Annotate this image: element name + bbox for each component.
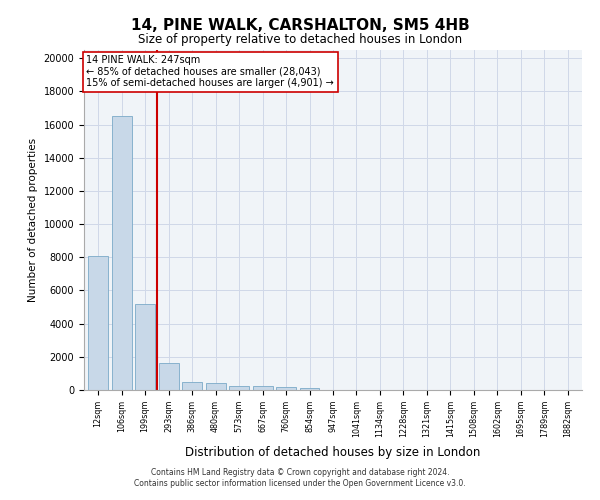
Bar	[112, 116, 131, 390]
Bar	[206, 383, 226, 390]
Y-axis label: Number of detached properties: Number of detached properties	[28, 138, 38, 302]
Bar	[182, 382, 202, 390]
Text: 14, PINE WALK, CARSHALTON, SM5 4HB: 14, PINE WALK, CARSHALTON, SM5 4HB	[131, 18, 469, 32]
Bar	[135, 304, 155, 390]
Bar	[299, 388, 319, 390]
Text: Size of property relative to detached houses in London: Size of property relative to detached ho…	[138, 32, 462, 46]
Bar	[158, 362, 179, 390]
Text: Contains HM Land Registry data © Crown copyright and database right 2024.
Contai: Contains HM Land Registry data © Crown c…	[134, 468, 466, 487]
Bar	[276, 387, 296, 390]
Bar	[229, 386, 249, 390]
Text: 14 PINE WALK: 247sqm
← 85% of detached houses are smaller (28,043)
15% of semi-d: 14 PINE WALK: 247sqm ← 85% of detached h…	[86, 55, 334, 88]
Bar	[253, 386, 272, 390]
Bar	[88, 256, 108, 390]
X-axis label: Distribution of detached houses by size in London: Distribution of detached houses by size …	[185, 446, 481, 458]
